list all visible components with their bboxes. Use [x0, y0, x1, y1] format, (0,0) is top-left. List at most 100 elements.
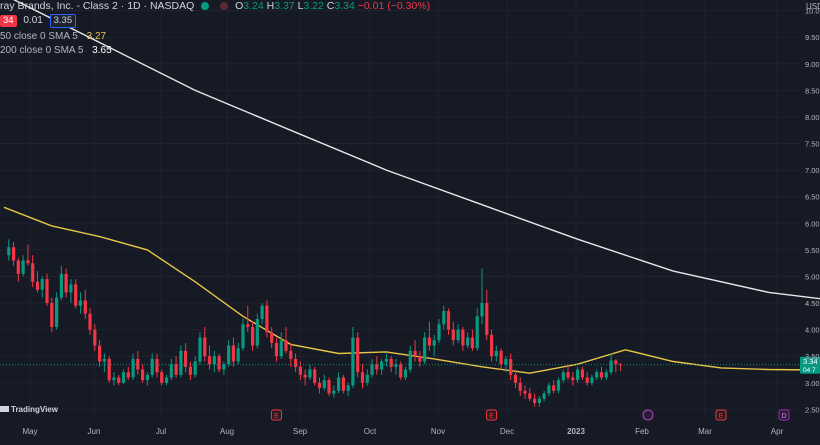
candle-body — [198, 337, 202, 362]
price-tick-label: 2.50 — [805, 405, 820, 414]
earnings-marker — [270, 409, 282, 421]
candle-body — [518, 382, 522, 391]
sma50-path — [3, 206, 820, 374]
flag-icon[interactable] — [220, 2, 229, 10]
candle-body — [231, 345, 235, 362]
candles — [7, 239, 623, 407]
candle-body — [141, 369, 145, 381]
price-tick-label: 8.00 — [805, 113, 820, 122]
candle-body — [55, 297, 59, 327]
candle-body — [399, 364, 403, 378]
price-tick-label: 4.00 — [805, 326, 820, 335]
candle-body — [360, 372, 365, 383]
sell-button[interactable]: 34 — [0, 15, 17, 27]
candle-body — [155, 358, 159, 373]
earnings-marker-label: E — [274, 413, 279, 420]
tradingview-logo[interactable]: TradingView — [0, 405, 58, 414]
candle-body — [384, 358, 388, 362]
candle-body — [332, 390, 336, 394]
time-tick-label: Sep — [293, 427, 308, 436]
sma200-label[interactable]: 200 close 0 SMA 5 — [0, 45, 84, 56]
price-sublabel: 04 7 — [803, 367, 816, 374]
currency-label: USD — [806, 2, 820, 11]
candle-body — [121, 372, 126, 383]
candle-body — [341, 377, 345, 391]
candle-body — [542, 393, 546, 399]
candle-body — [131, 358, 135, 378]
candle-body — [284, 340, 288, 351]
candle-body — [375, 364, 379, 370]
candle-body — [45, 279, 49, 303]
candle-body — [599, 372, 604, 378]
candle-body — [403, 369, 408, 378]
candle-body — [270, 332, 274, 343]
candle-body — [461, 329, 465, 346]
price-label: 3.34 — [803, 357, 818, 366]
candle-body — [485, 303, 489, 335]
candle-body — [102, 358, 106, 362]
candle-body — [490, 334, 494, 357]
candle-body — [294, 358, 298, 367]
split-icon — [642, 409, 654, 421]
candle-body — [112, 377, 116, 381]
time-tick-label: Apr — [771, 427, 784, 436]
candle-body — [308, 369, 312, 378]
candle-body — [136, 358, 140, 370]
candle-body — [370, 364, 374, 375]
candle-body — [126, 372, 130, 378]
candle-body — [523, 390, 527, 394]
candle-body — [528, 393, 532, 399]
candle-body — [322, 380, 326, 389]
candle-body — [576, 369, 580, 381]
candle-body — [513, 374, 518, 383]
candle-body — [64, 273, 68, 293]
candle-body — [184, 350, 188, 367]
candle-body — [590, 377, 594, 383]
price-tick-label: 9.50 — [805, 33, 820, 42]
candle-body — [337, 377, 341, 391]
candle-body — [179, 350, 183, 375]
candle-body — [227, 345, 231, 365]
candle-body — [212, 356, 216, 365]
candle-body — [289, 350, 293, 359]
candle-body — [98, 345, 102, 362]
candle-body — [246, 324, 250, 327]
symbol-title[interactable]: ray Brands, Inc. - Class 2 · 1D · NASDAQ — [0, 0, 195, 12]
candle-body — [150, 358, 154, 375]
candle-body — [327, 380, 331, 394]
candle-body — [556, 380, 561, 391]
candle-body — [351, 337, 355, 386]
time-axis: May Jun Jul Aug Sep Oct Nov Dec 2023 Feb Mar Apr — [22, 427, 783, 436]
candle-body — [26, 260, 30, 264]
candle-body — [21, 260, 25, 274]
candle-body — [69, 284, 73, 293]
candle-body — [40, 279, 44, 290]
dividend-marker-label: D — [781, 413, 786, 420]
candle-body — [466, 337, 470, 346]
time-tick-label: Dec — [500, 427, 514, 436]
buy-button[interactable]: 3.35 — [49, 14, 77, 28]
candle-body — [193, 361, 197, 375]
candle-body — [313, 369, 317, 383]
price-tick-label: 5.50 — [805, 246, 820, 255]
candle-body — [533, 398, 537, 403]
candle-body — [31, 263, 35, 282]
time-tick-label: 2023 — [567, 427, 585, 436]
candle-body — [604, 372, 608, 378]
dividend-marker — [778, 409, 790, 421]
candle-body — [207, 356, 212, 365]
candle-body — [303, 374, 307, 378]
candle-body — [475, 316, 479, 349]
spread-value: 0.01 — [23, 15, 43, 26]
sma200-path — [13, 0, 820, 300]
candle-body — [380, 361, 384, 370]
candle-body — [260, 305, 264, 319]
candle-body — [552, 385, 556, 391]
candle-body — [561, 372, 565, 381]
candle-body — [446, 311, 451, 330]
candle-body — [317, 382, 322, 389]
earnings-marker-label: E — [719, 413, 724, 420]
sma50-label[interactable]: 50 close 0 SMA 5 — [0, 31, 78, 42]
